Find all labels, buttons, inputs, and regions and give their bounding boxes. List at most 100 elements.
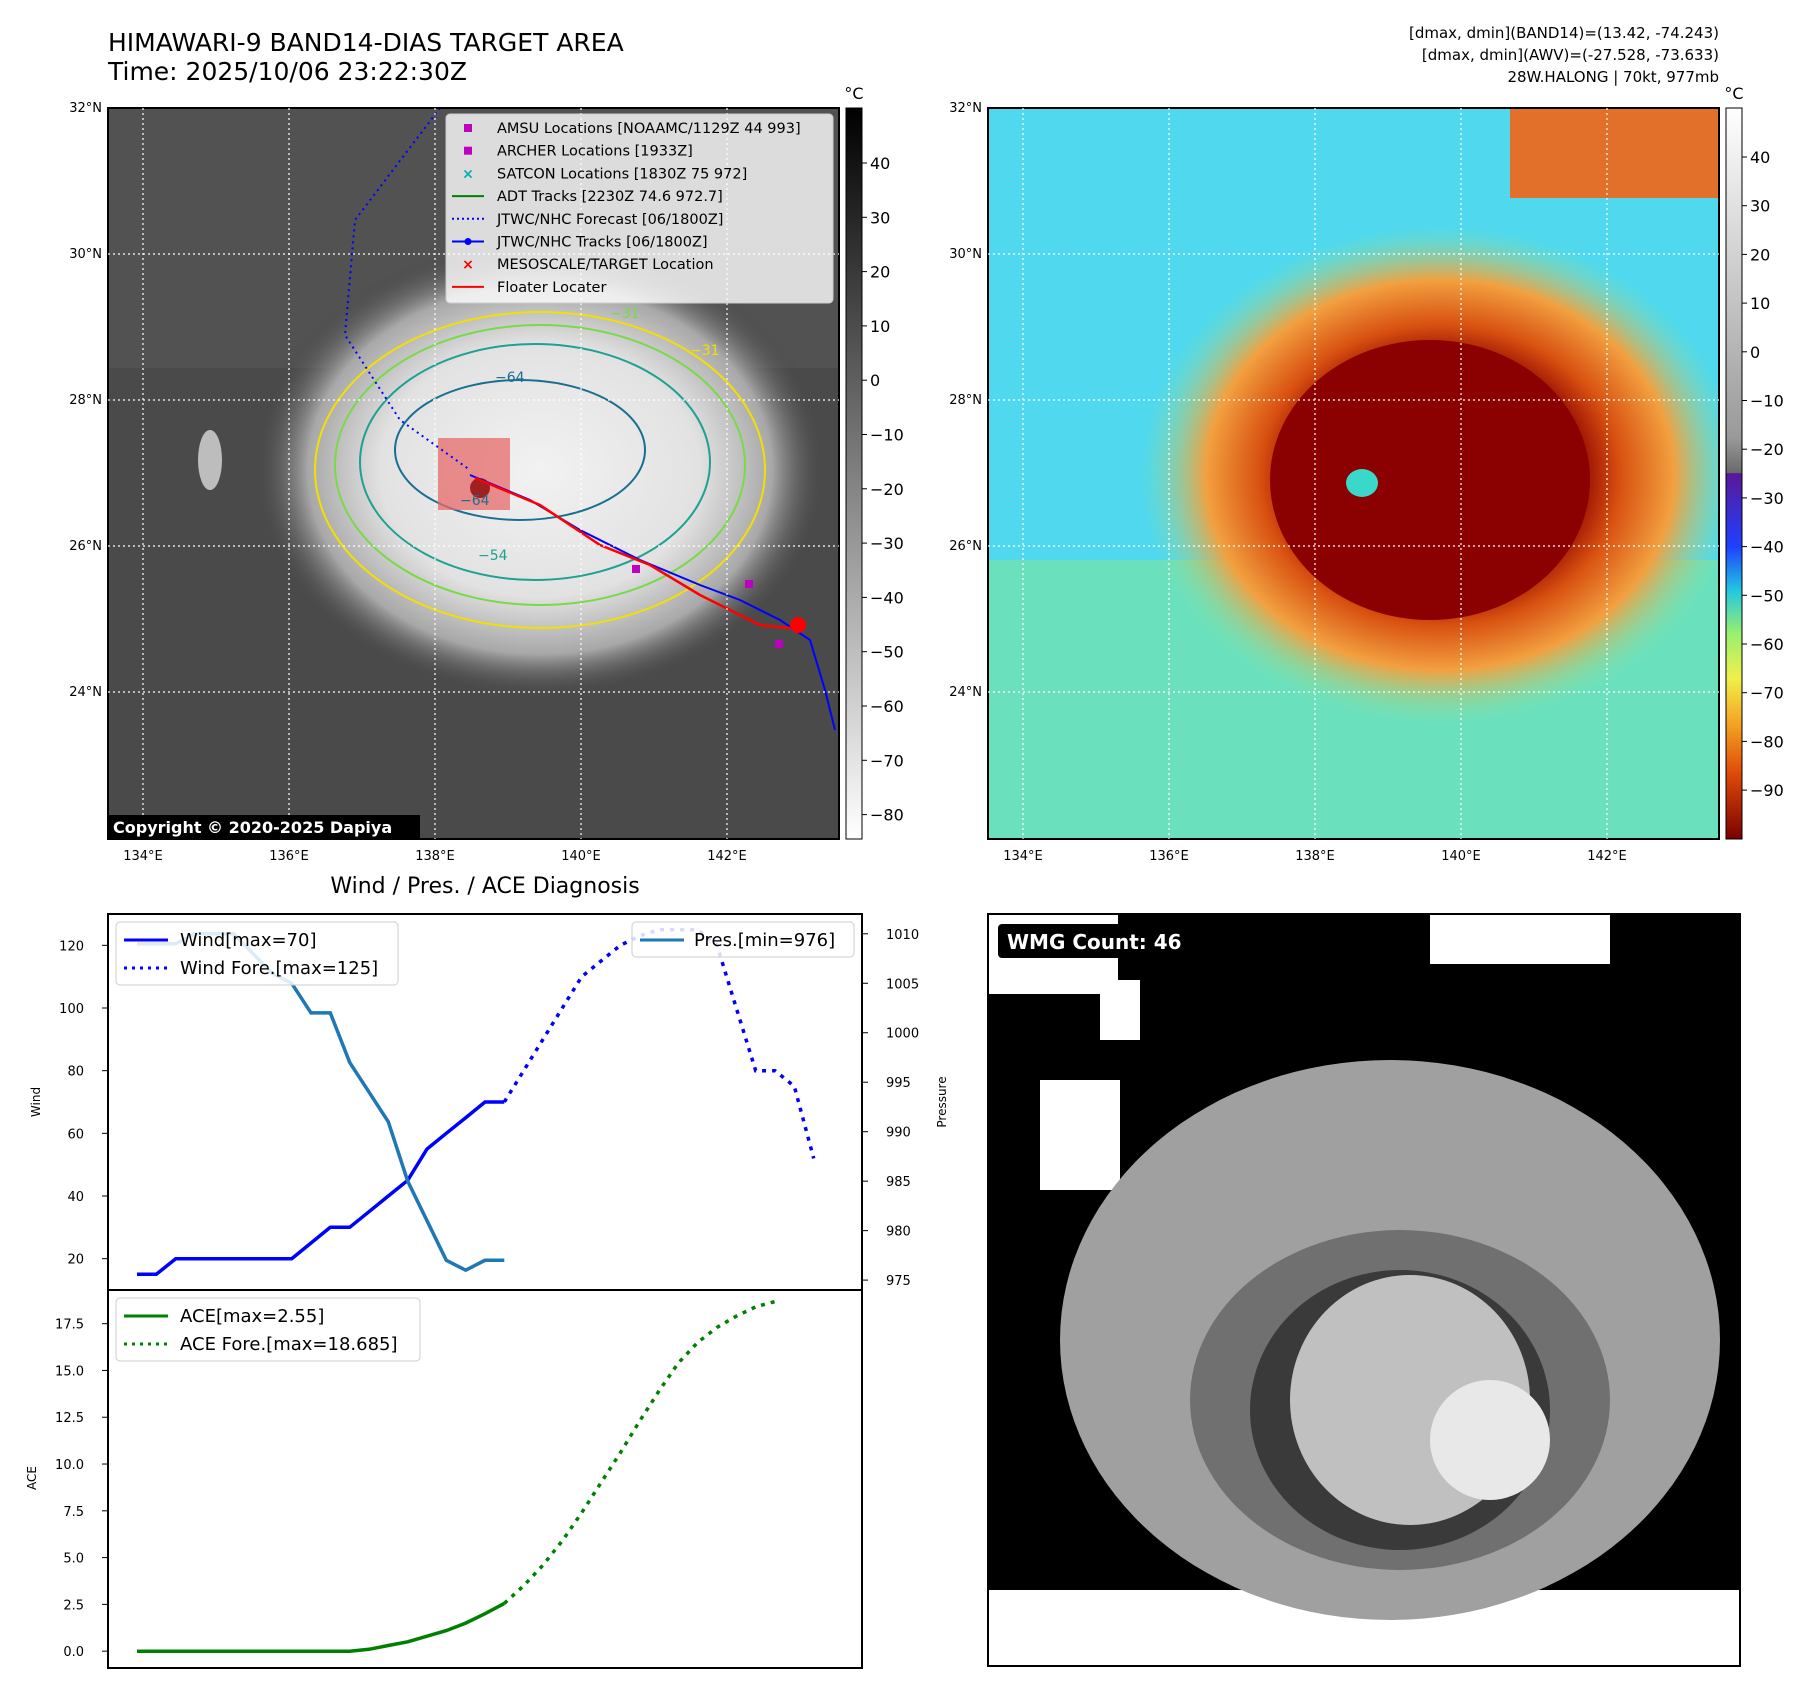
band14-ticks: 32°N 30°N 28°N 26°N 24°N 134°E 136°E 138°E 140°E… <box>69 101 747 864</box>
pressure-axis-tick-label: 990 <box>886 1126 911 1141</box>
wmg-white-patch-2 <box>1100 980 1140 1040</box>
map-legend-label: ADT Tracks [2230Z 74.6 972.7] <box>497 189 723 205</box>
awv-lat-tick-label: 30°N <box>949 247 982 262</box>
wmg-label-box <box>998 924 1190 958</box>
wmg-panel: WMG Count: 46 <box>987 913 1741 1667</box>
wmg-white-patch-4 <box>1040 1080 1120 1190</box>
band14-colorbar-ticks: 40 30 20 10 0 −10 −20 −30 −40 −50 −60 −70 −80 <box>862 154 904 825</box>
band14-colorbar-tick-label: −30 <box>870 534 904 553</box>
wmg-count-label: WMG Count: 46 <box>1007 930 1182 954</box>
band14-lat-tick-label: 26°N <box>69 539 102 554</box>
pressure-axis-tick-label: 1005 <box>886 977 919 992</box>
band14-lon-tick-label: 140°E <box>561 849 601 864</box>
ace-axis-tick-label: 10.0 <box>55 1458 84 1473</box>
map-legend-label: SATCON Locations [1830Z 75 972] <box>497 166 747 182</box>
band14-colorbar-tick-label: −40 <box>870 588 904 607</box>
pressure-axis-tick-label: 985 <box>886 1175 911 1190</box>
awv-lon-tick-label: 136°E <box>1149 849 1189 864</box>
band14-lat-tick-label: 24°N <box>69 685 102 700</box>
awv-top-right-patch <box>1510 108 1719 198</box>
wmg-frame <box>987 913 1741 1667</box>
contour-label-5: −31 <box>690 343 720 359</box>
band14-colorbar-tick-label: 40 <box>870 154 890 173</box>
ace-legend: ACE[max=2.55] ACE Fore.[max=18.685] <box>115 1297 421 1362</box>
awv-colorbar-ticks: 40 30 20 10 0 −10 −20 −30 −40 −50 −60 −70 −80 −90 <box>1742 148 1784 800</box>
band14-colorbar-tick-label: 10 <box>870 317 890 336</box>
map-legend-label: JTWC/NHC Tracks [06/1800Z] <box>496 235 708 251</box>
awv-eye <box>1346 469 1378 497</box>
wind-legend: Wind[max=70] Wind Fore.[max=125] <box>115 921 399 986</box>
ace-axis-tick-label: 15.0 <box>55 1364 84 1379</box>
amsu-marker <box>632 565 640 573</box>
awv-colorbar-tick-label: −20 <box>1750 440 1784 459</box>
awv-colorbar-unit: °C <box>1724 84 1743 103</box>
diagnosis-title: Wind / Pres. / ACE Diagnosis <box>330 874 639 899</box>
map-legend-label: AMSU Locations [NOAAMC/1129Z 44 993] <box>497 121 801 137</box>
band14-colorbar <box>845 107 863 840</box>
awv-colorbar <box>1725 107 1743 840</box>
contour-label-4: −31 <box>610 306 640 322</box>
map-legend-box <box>445 113 834 304</box>
awv-lon-tick-label: 134°E <box>1003 849 1043 864</box>
band14-lon-tick-label: 142°E <box>707 849 747 864</box>
pres-legend-box <box>631 921 855 958</box>
band14-colorbar-tick-label: −80 <box>870 806 904 825</box>
band14-colorbar-tick-label: 0 <box>870 371 880 390</box>
pressure-axis-tick-label: 1010 <box>886 928 919 943</box>
band14-colorbar-tick-label: −10 <box>870 426 904 445</box>
awv-lat-tick-label: 24°N <box>949 685 982 700</box>
ace-legend-box <box>115 1297 421 1362</box>
awv-colorbar-tick-label: −70 <box>1750 684 1784 703</box>
awv-colorbar-tick-label: −90 <box>1750 781 1784 800</box>
wmg-bright-core <box>1430 1380 1550 1500</box>
band14-lon-tick-label: 134°E <box>123 849 163 864</box>
ace-legend-label: ACE[max=2.55] <box>180 1306 324 1327</box>
ace-axis-tick-label: 2.5 <box>63 1598 84 1613</box>
contour-outer-yellow <box>314 311 766 629</box>
awv-map <box>988 108 1719 839</box>
pres-legend: Pres.[min=976] <box>631 921 855 958</box>
copyright-text: Copyright © 2020-2025 Dapiya <box>113 818 392 837</box>
info-line-2: [dmax, dmin](AWV)=(-27.528, -73.633) <box>1422 46 1719 64</box>
wind-axis-tick-label: 120 <box>59 939 84 954</box>
title-line-1: HIMAWARI-9 BAND14-DIAS TARGET AREA <box>108 28 624 57</box>
awv-lat-tick-label: 32°N <box>949 101 982 116</box>
contour-teal <box>359 343 711 581</box>
band14-small-cloud <box>198 430 222 490</box>
wind-axis-tick-label: 80 <box>67 1065 84 1080</box>
wind-forecast-line <box>502 927 816 1159</box>
title-line-2: Time: 2025/10/06 23:22:30Z <box>107 57 467 86</box>
awv-storm-core <box>1270 340 1590 620</box>
pressure-axis-tick-label: 995 <box>886 1076 911 1091</box>
band14-lat-tick-label: 30°N <box>69 247 102 262</box>
jtwc-forecast-track <box>343 108 471 471</box>
wind-line <box>137 1100 505 1277</box>
band14-colorbar-unit: °C <box>844 84 863 103</box>
band14-lon-tick-label: 138°E <box>415 849 455 864</box>
info-line-3: 28W.HALONG | 70kt, 977mb <box>1507 68 1719 86</box>
pressure-axis-ticks: 975 980 985 990 995 1000 1005 1010 <box>862 928 919 1289</box>
floater-blob <box>790 617 806 633</box>
band14-lat-tick-label: 28°N <box>69 393 102 408</box>
map-legend-swatch <box>464 146 472 155</box>
wind-axis-tick-label: 40 <box>67 1190 84 1205</box>
map-legend-swatch: × <box>462 166 474 182</box>
awv-colorbar-tick-label: 40 <box>1750 148 1770 167</box>
ace-axis-tick-label: 17.5 <box>55 1318 84 1333</box>
map-legend-swatch-dot <box>464 238 472 245</box>
wind-axis-ticks: 20 40 60 80 100 120 <box>59 939 108 1268</box>
awv-lon-tick-label: 142°E <box>1587 849 1627 864</box>
awv-gridlines <box>988 108 1719 839</box>
map-legend-label: MESOSCALE/TARGET Location <box>497 257 714 273</box>
archer-marker-2 <box>775 640 783 648</box>
map-legend-label: ARCHER Locations [1933Z] <box>497 144 693 160</box>
pres-legend-label: Pres.[min=976] <box>694 930 835 951</box>
awv-colorbar-tick-label: −60 <box>1750 635 1784 654</box>
awv-frame <box>987 107 1720 840</box>
ace-axis-tick-label: 0.0 <box>63 1645 84 1660</box>
ace-axis-label: ACE <box>25 1466 39 1490</box>
awv-colorbar-tick-label: −10 <box>1750 392 1784 411</box>
ace-fore-legend-label: ACE Fore.[max=18.685] <box>180 1334 398 1355</box>
awv-lat-tick-label: 28°N <box>949 393 982 408</box>
